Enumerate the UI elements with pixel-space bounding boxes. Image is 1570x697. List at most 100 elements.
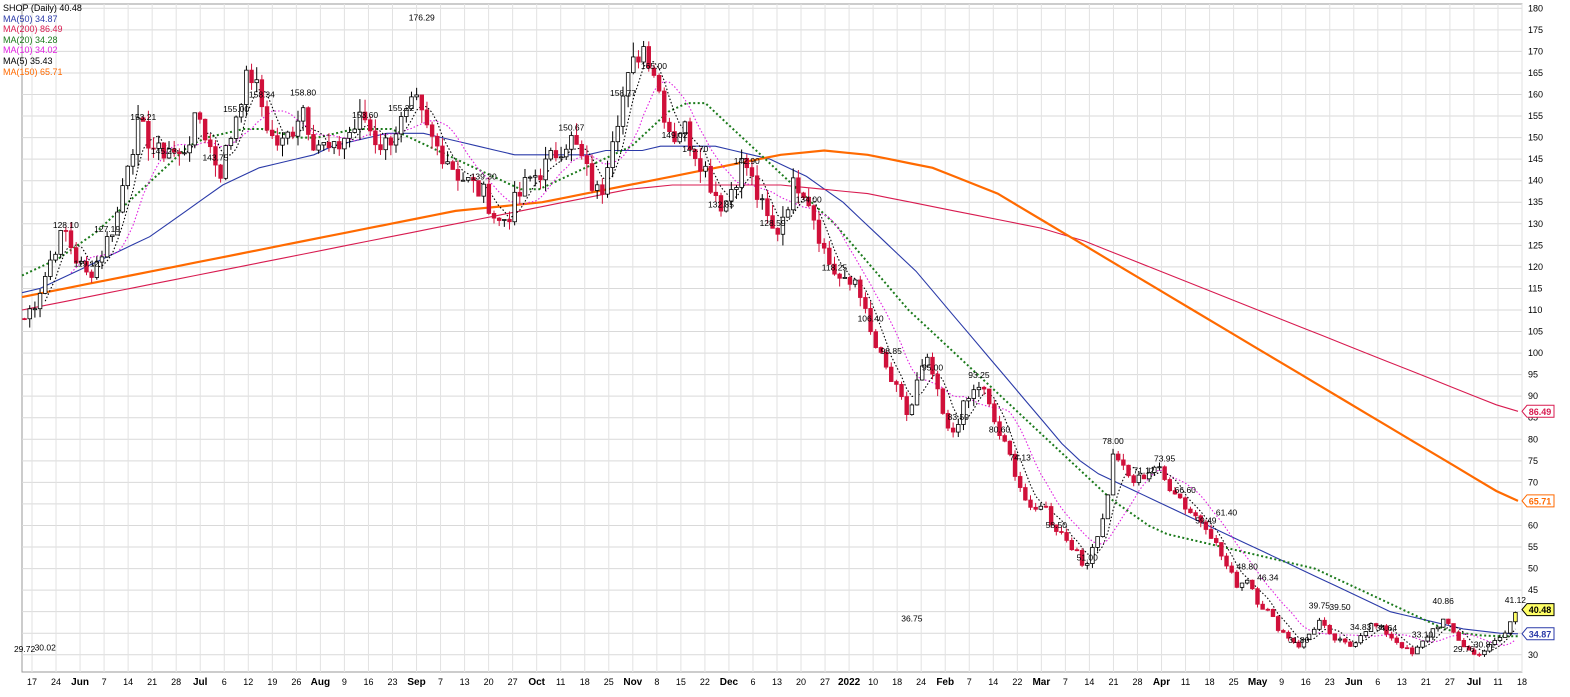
candle-body (832, 263, 837, 275)
price-annotation: 41.12 (1505, 595, 1527, 605)
candle-body (445, 161, 450, 165)
price-annotation: 36.75 (901, 614, 923, 624)
candle-body (1079, 550, 1085, 566)
price-annotation: 39.50 (1329, 602, 1351, 612)
candle-body (821, 242, 827, 249)
candle-body (171, 148, 177, 153)
candle-body (713, 191, 719, 196)
price-annotation: 155.22 (388, 103, 414, 113)
candle-body (1250, 579, 1255, 590)
candle-body (1085, 563, 1090, 566)
candle-body (976, 386, 982, 391)
y-tick-label: 140 (1528, 176, 1543, 186)
y-tick-label: 55 (1528, 542, 1538, 552)
candle-body (1198, 515, 1203, 523)
candle-body (919, 365, 925, 381)
y-tick-label: 170 (1528, 46, 1543, 56)
x-tick-label: Sep (407, 677, 425, 688)
candle-body (935, 373, 940, 390)
price-annotation: 165.00 (641, 61, 667, 71)
tag-label: 34.87 (1529, 629, 1552, 639)
candle-body (1332, 633, 1338, 641)
candle-body (1312, 628, 1317, 635)
candle-body (1327, 624, 1332, 635)
candle-body (1131, 475, 1136, 483)
candle-body (151, 147, 156, 150)
candle-body (1296, 641, 1301, 648)
price-annotation: 31.80 (1288, 635, 1310, 645)
price-annotation: 66.60 (1175, 485, 1197, 495)
candle-body (290, 131, 296, 137)
y-tick-label: 90 (1528, 391, 1538, 401)
candle-body (1487, 644, 1492, 652)
x-tick-label: 17 (27, 677, 37, 687)
candle-body (455, 169, 461, 181)
x-tick-label: 11 (556, 677, 565, 687)
candle-body (1482, 650, 1487, 656)
candle-body (1466, 646, 1472, 651)
candle-body (692, 149, 698, 160)
candle-body (115, 211, 120, 236)
price-annotation: 34.83 (1350, 622, 1372, 632)
x-tick-label: 23 (387, 677, 397, 687)
price-annotation: 132.85 (708, 200, 734, 210)
candle-body (801, 192, 806, 198)
candlesticks (22, 40, 1518, 657)
candle-body (1497, 637, 1503, 641)
x-tick-label: Nov (623, 677, 642, 688)
x-tick-label: 18 (580, 677, 590, 687)
candle-body (517, 191, 523, 197)
x-tick-label: 26 (291, 677, 301, 687)
price-annotation: 29.76 (1453, 644, 1475, 654)
y-tick-label: 160 (1528, 90, 1543, 100)
candle-body (450, 161, 455, 170)
y-tick-label: 165 (1528, 68, 1543, 78)
y-tick-label: 75 (1528, 456, 1538, 466)
candle-body (218, 164, 223, 179)
candle-body (27, 308, 32, 320)
legend-label-ma200: MA(200) 86.49 (3, 24, 63, 35)
y-tick-label: 120 (1528, 262, 1543, 272)
candle-body (233, 116, 239, 139)
candle-body (512, 191, 517, 223)
price-annotation: 119.12 (74, 259, 100, 269)
candle-body (863, 297, 868, 309)
chart-legend: SHOP (Daily) 40.48 MA(50) 34.87 MA(200) … (3, 3, 82, 77)
price-annotations: 128.10 118.25 155.22 142.90 158.77 155.00 145.… (14, 12, 1526, 654)
candle-body (1358, 635, 1363, 644)
candle-body (770, 215, 775, 229)
y-tick-label: 50 (1528, 564, 1538, 574)
candle-body (682, 121, 688, 135)
candle-body (1456, 631, 1461, 641)
ma-line-ma5 (44, 60, 1516, 652)
candle-body (940, 388, 946, 414)
x-tick-label: 7 (102, 677, 107, 687)
candle-body (182, 152, 187, 155)
candle-body (1012, 453, 1018, 477)
candle-body (342, 137, 347, 150)
candle-body (481, 183, 486, 197)
price-annotation: 127.19 (94, 224, 120, 234)
candle-body (1136, 474, 1142, 483)
x-tick-label: 19 (267, 677, 277, 687)
candle-body (1193, 512, 1198, 517)
candle-body (605, 167, 610, 195)
candle-body (1244, 579, 1250, 584)
x-axis: 17 24 Jun 7 14 21 28 Jul 6 12 19 26 Aug 9 16 23 Sep 7 13 20… (27, 677, 1527, 688)
candle-body (1234, 571, 1240, 588)
candle-body (275, 135, 280, 146)
legend-item-ma10: MA(10) 34.02 (3, 45, 82, 56)
candle-body (1162, 466, 1167, 480)
price-annotation: 143.75 (202, 153, 228, 163)
legend-label-ma10: MA(10) 34.02 (3, 45, 58, 56)
candle-body (1425, 636, 1430, 642)
x-tick-label: 18 (1205, 677, 1215, 687)
candle-body (321, 142, 326, 146)
price-annotation: 33.10 (1412, 629, 1434, 639)
candle-body (625, 72, 631, 97)
x-tick-label: 22 (1012, 677, 1022, 687)
x-tick-label: Oct (528, 677, 545, 688)
candle-body (641, 46, 646, 63)
candle-body (239, 104, 244, 118)
price-annotation: 48.80 (1237, 562, 1259, 572)
